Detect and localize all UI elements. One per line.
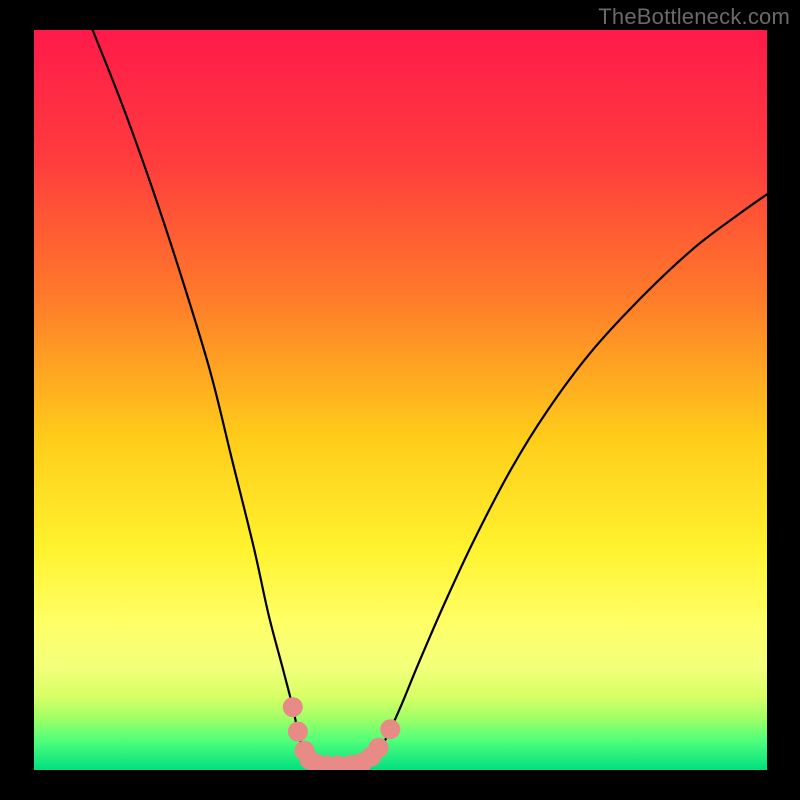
data-marker	[283, 697, 303, 717]
data-marker	[288, 722, 308, 742]
chart-viewport: TheBottleneck.com	[0, 0, 800, 800]
data-marker	[369, 738, 389, 758]
plot-background	[34, 30, 767, 770]
watermark-text: TheBottleneck.com	[598, 4, 790, 30]
bottleneck-chart	[0, 0, 800, 800]
data-marker	[380, 719, 400, 739]
